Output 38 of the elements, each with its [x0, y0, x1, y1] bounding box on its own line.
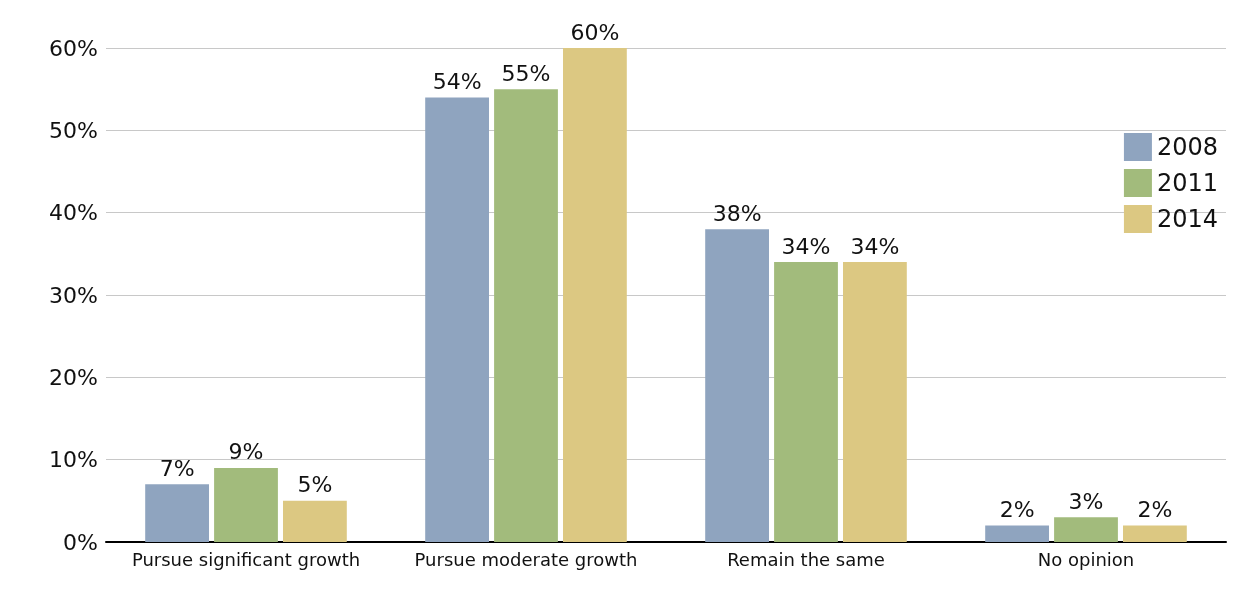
data-label: 7%: [159, 455, 195, 481]
x-tick-label: Pursue significant growth: [131, 548, 361, 570]
legend-label: 2014: [1156, 205, 1218, 233]
bar: [425, 97, 489, 542]
legend-label: 2011: [1156, 169, 1218, 197]
bar: [843, 262, 907, 542]
data-label: 38%: [712, 200, 762, 226]
y-tick-label: 30%: [49, 282, 98, 308]
bar: [283, 500, 347, 542]
bar: [214, 467, 278, 542]
y-tick-label: 0%: [63, 529, 98, 555]
data-label: 2%: [999, 497, 1035, 523]
y-tick-label: 20%: [49, 364, 98, 390]
bar: [494, 89, 558, 542]
data-label: 60%: [570, 19, 620, 45]
x-tick-label: Pursue moderate growth: [414, 548, 638, 570]
data-label: 34%: [781, 233, 831, 259]
bar: [563, 48, 627, 542]
x-tick-label: Remain the same: [727, 548, 885, 570]
y-tick-label: 60%: [49, 35, 98, 61]
bar: [985, 525, 1049, 542]
y-tick-label: 50%: [49, 117, 98, 143]
data-label: 9%: [228, 439, 264, 465]
bar: [145, 484, 209, 542]
y-tick-label: 40%: [49, 200, 98, 226]
y-tick-label: 10%: [49, 447, 98, 473]
bar: [1054, 517, 1118, 542]
data-label: 5%: [297, 472, 333, 498]
bar: [1123, 525, 1187, 542]
bar: [705, 229, 769, 542]
data-label: 3%: [1068, 488, 1104, 514]
data-label: 2%: [1137, 497, 1173, 523]
x-tick-label: No opinion: [1037, 548, 1135, 570]
data-label: 34%: [850, 233, 900, 259]
legend-label: 2008: [1156, 133, 1218, 161]
data-label: 54%: [432, 68, 482, 94]
bar: [774, 262, 838, 542]
data-label: 55%: [501, 60, 551, 86]
